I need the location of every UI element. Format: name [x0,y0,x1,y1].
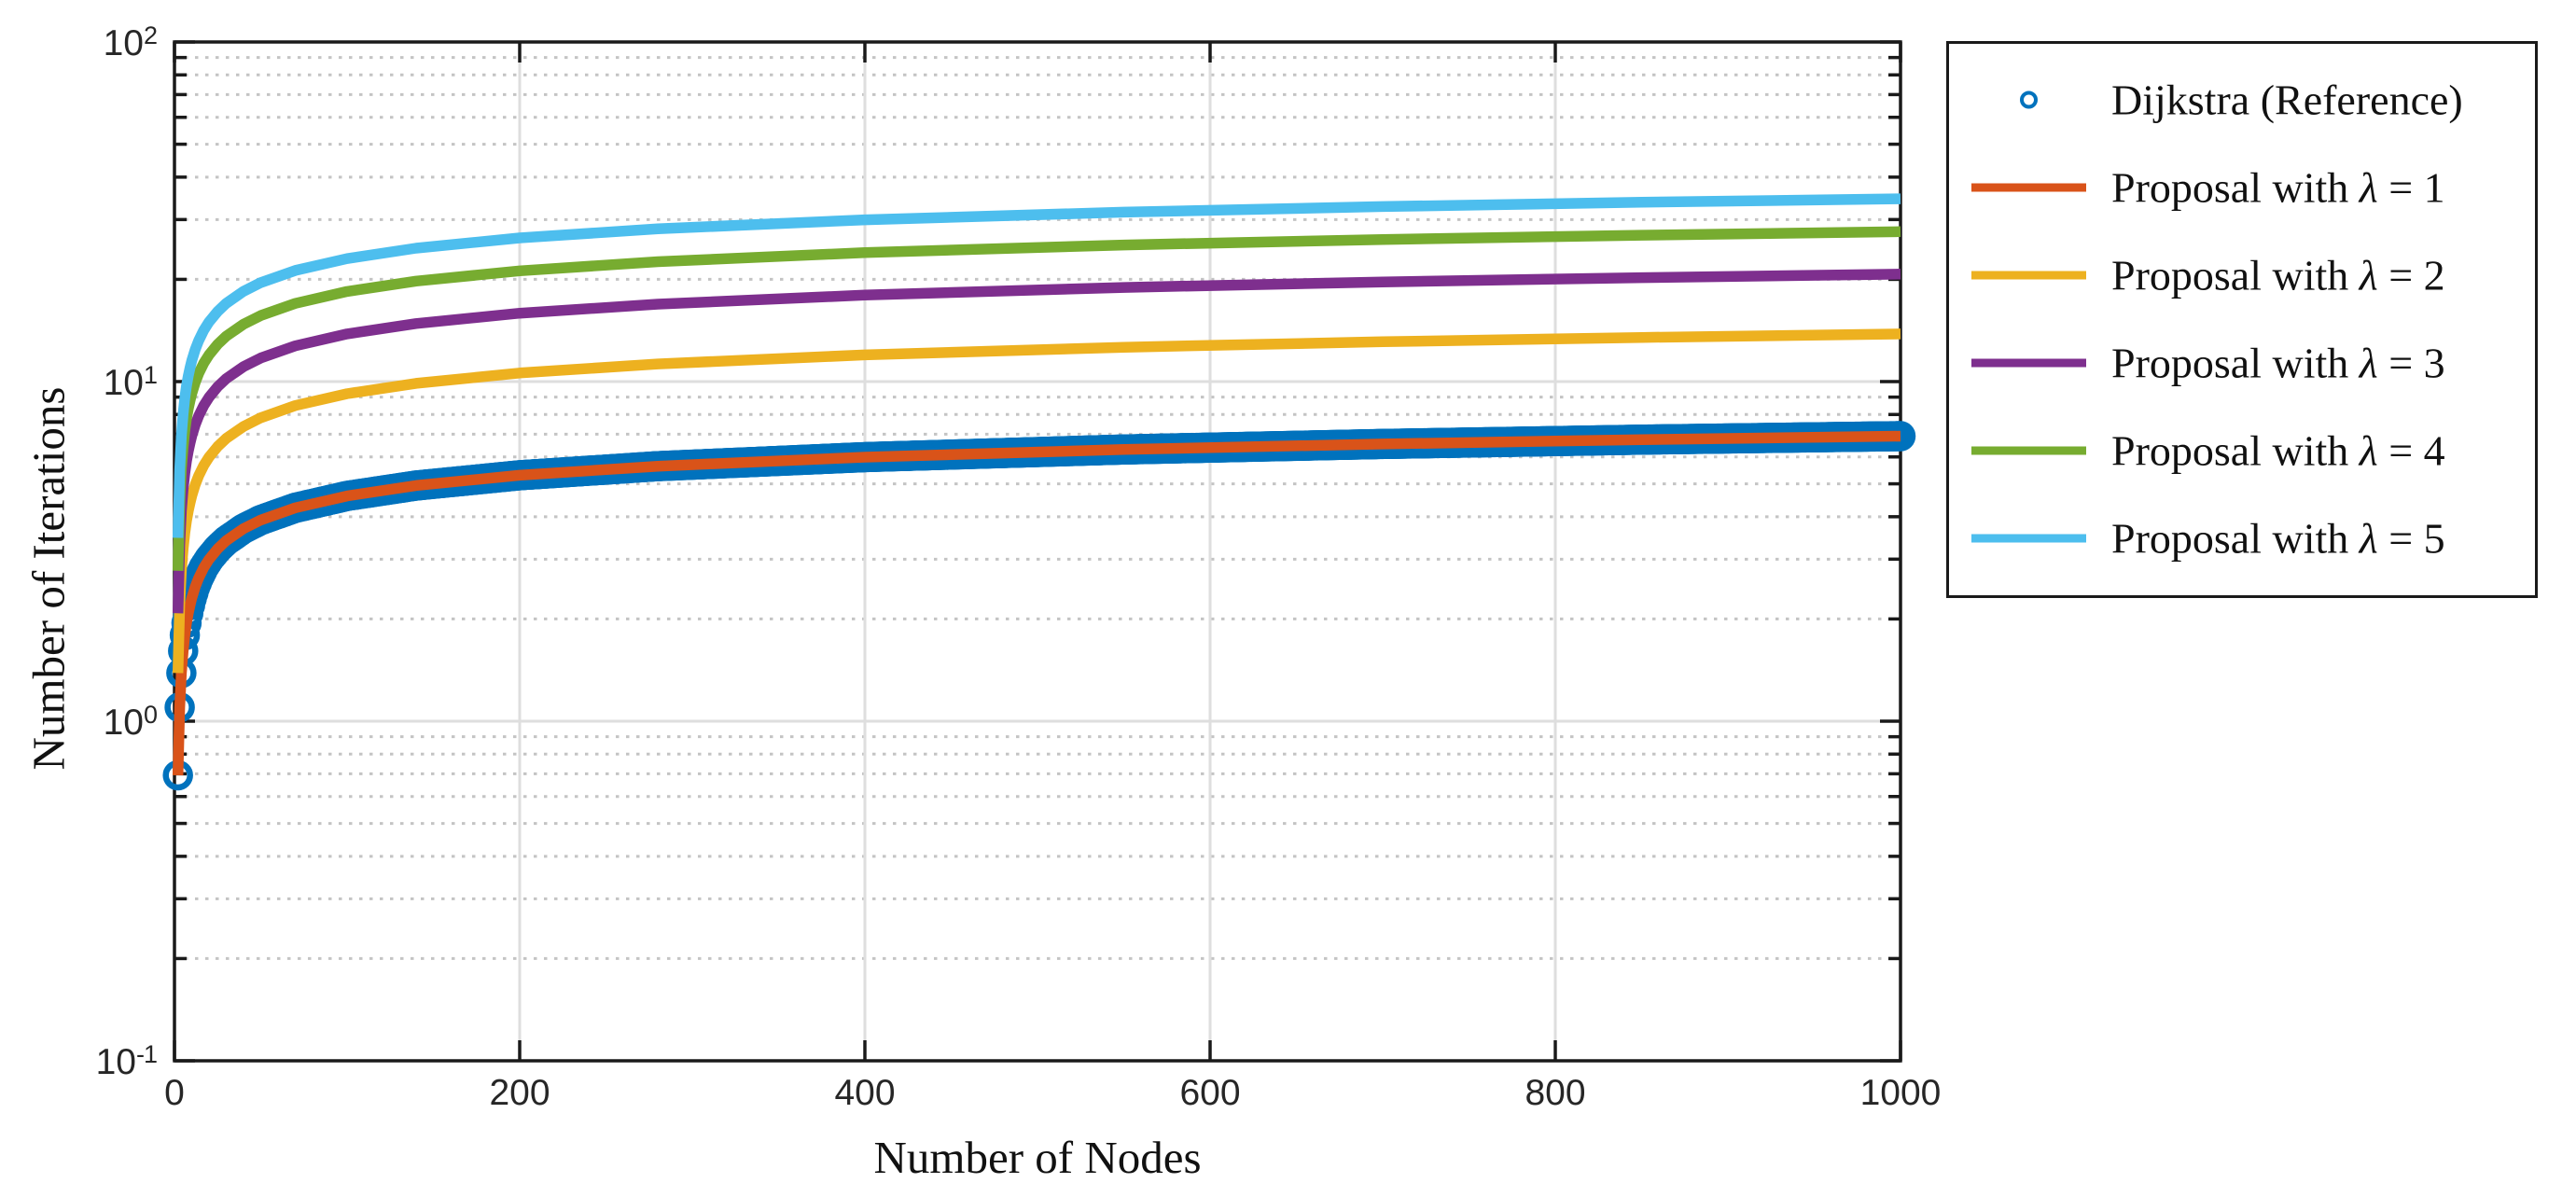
legend-item-lambda-4: Proposal with λ = 4 [1949,417,2535,484]
major-gridlines [174,42,1901,1061]
legend-circle-marker [2020,90,2038,109]
legend-item-lambda-2: Proposal with λ = 2 [1949,242,2535,309]
x-tick-label: 200 [489,1073,550,1113]
legend-item-label: Proposal with λ = 1 [2111,163,2445,212]
legend-line-sample [1971,183,2086,192]
x-tick-label: 800 [1525,1073,1586,1113]
legend-item-dijkstra: Dijkstra (Reference) [1949,66,2535,133]
legend-line-sample [1971,271,2086,280]
minor-gridlines [174,56,1901,960]
proposal-curves [172,193,1901,776]
series-lambda-1 [172,430,1901,776]
legend-line-sample [1971,446,2086,455]
series-lambda-2 [172,328,1901,674]
legend-item-label: Dijkstra (Reference) [2111,76,2463,124]
x-tick-label: 600 [1179,1073,1241,1113]
x-tick-label: 1000 [1859,1073,1942,1113]
legend: Dijkstra (Reference) Proposal with λ = 1 P… [1946,41,2538,598]
legend-line-sample [1971,358,2086,368]
dijkstra-markers [162,421,1916,791]
axis-box-and-ticks [173,40,1902,1063]
x-tick-label: 400 [834,1073,896,1113]
y-axis-label: Number of Iterations [22,386,75,771]
x-axis-label: Number of Nodes [873,1132,1202,1183]
legend-item-label: Proposal with λ = 5 [2111,514,2445,563]
y-tick-label: 100 [103,701,158,743]
y-tick-label: 102 [103,21,158,63]
legend-item-label: Proposal with λ = 2 [2111,251,2445,299]
legend-item-lambda-3: Proposal with λ = 3 [1949,329,2535,397]
legend-line-sample [1971,534,2086,543]
legend-item-lambda-5: Proposal with λ = 5 [1949,505,2535,572]
y-tick-label: 10-1 [95,1040,158,1082]
y-tick-label: 101 [103,361,158,403]
legend-item-lambda-1: Proposal with λ = 1 [1949,154,2535,221]
series-lambda-5 [172,193,1901,538]
x-tick-label: 0 [164,1073,185,1113]
legend-item-label: Proposal with λ = 4 [2111,426,2445,475]
legend-item-label: Proposal with λ = 3 [2111,339,2445,387]
